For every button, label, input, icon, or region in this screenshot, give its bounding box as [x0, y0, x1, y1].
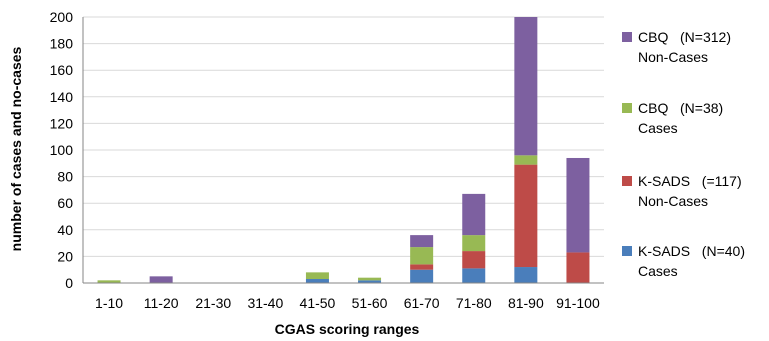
bar-segment — [514, 267, 538, 283]
legend-label-cbq-non-cases: CBQ (N=312) Non-Cases — [638, 29, 731, 65]
x-tick-labels: 1-10 11-20 21-30 31-40 41-50 51-60 61-70 71-80 8… — [95, 295, 600, 311]
x-tick-label: 41-50 — [300, 295, 336, 311]
x-tick-label: 1-10 — [95, 295, 123, 311]
x-tick-label: 51-60 — [352, 295, 388, 311]
y-tick-label: 100 — [50, 142, 74, 158]
y-tick-label: 120 — [50, 115, 74, 131]
y-tick-label: 140 — [50, 89, 74, 105]
bar-segment — [305, 279, 329, 283]
bar-segment — [514, 164, 538, 268]
bar-segment — [410, 269, 434, 283]
bar-segment — [566, 157, 590, 253]
y-tick-label: 80 — [57, 169, 73, 185]
legend-swatch-ksads-cases — [622, 246, 632, 256]
bar-segment — [149, 276, 173, 283]
y-tick-label: 200 — [50, 9, 74, 25]
y-tick-labels: 0 20 40 60 80 100 120 140 160 180 200 — [50, 9, 74, 291]
bar-segment — [462, 251, 486, 269]
bar-segment — [305, 272, 329, 280]
bar-segment — [462, 235, 486, 252]
bar-segment — [566, 252, 590, 283]
bar-segment — [410, 247, 434, 265]
legend-swatch-ksads-non-cases — [622, 176, 632, 186]
bar-segment — [462, 193, 486, 236]
bar-segment — [462, 268, 486, 283]
bar-segment — [514, 155, 538, 165]
bar-segment — [410, 235, 434, 248]
y-tick-label: 180 — [50, 36, 74, 52]
legend-label-ksads-cases: K-SADS (N=40) Cases — [638, 243, 745, 279]
axes — [82, 17, 604, 284]
y-tick-label: 0 — [65, 275, 73, 291]
bar-segment — [358, 277, 382, 281]
x-axis-label: CGAS scoring ranges — [275, 321, 420, 337]
bar-segment — [97, 280, 121, 283]
y-tick-label: 60 — [57, 195, 73, 211]
legend-label-ksads-non-cases: K-SADS (=117) Non-Cases — [638, 173, 742, 209]
legend-swatch-cbq-non-cases — [622, 32, 632, 42]
y-tick-label: 20 — [57, 248, 73, 264]
x-tick-label: 71-80 — [456, 295, 492, 311]
bar-segment — [514, 17, 538, 156]
x-tick-label: 21-30 — [195, 295, 231, 311]
bar-segment — [410, 264, 434, 270]
y-axis-label: number of cases and no-cases — [8, 46, 24, 251]
x-tick-label: 61-70 — [404, 295, 440, 311]
legend-swatch-cbq-cases — [622, 103, 632, 113]
y-tick-label: 160 — [50, 62, 74, 78]
legend-label-cbq-cases: CBQ (N=38) Cases — [638, 100, 724, 136]
x-tick-label: 31-40 — [247, 295, 283, 311]
x-tick-label: 91-100 — [556, 295, 600, 311]
y-tick-label: 40 — [57, 222, 73, 238]
x-tick-label: 81-90 — [508, 295, 544, 311]
x-tick-label: 11-20 — [144, 295, 179, 311]
bar-segment — [358, 280, 382, 283]
bars — [97, 17, 590, 283]
